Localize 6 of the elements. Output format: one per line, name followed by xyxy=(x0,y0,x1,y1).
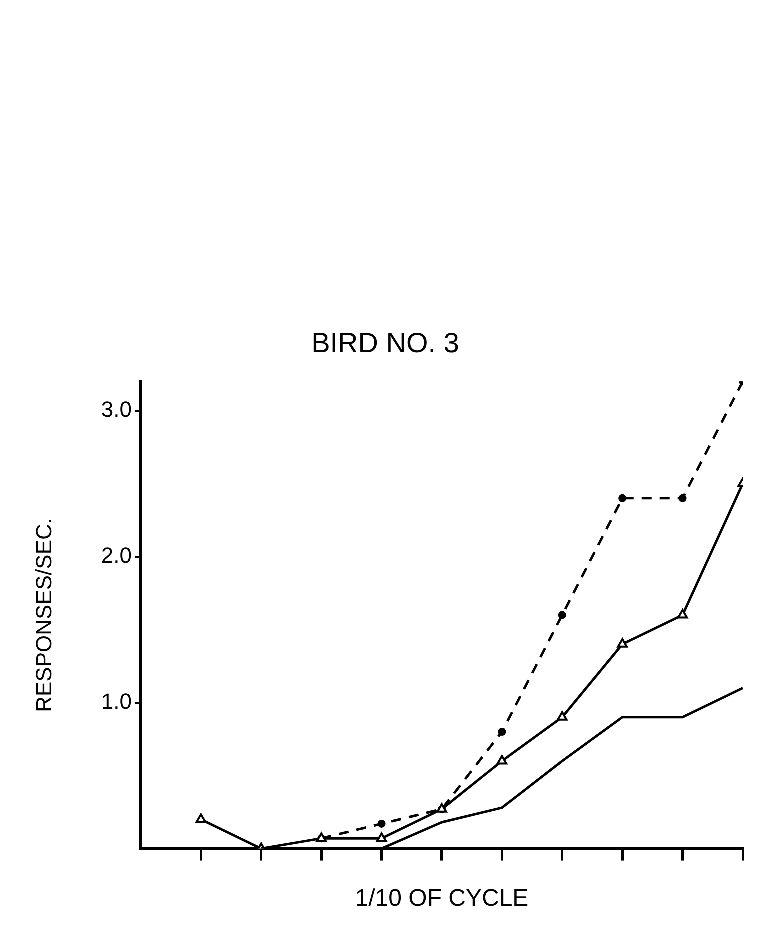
y-tick-label: 2.0 xyxy=(101,542,132,568)
y-tick-label: 3.0 xyxy=(101,396,132,422)
x-axis-title: 1/10 OF CYCLE xyxy=(355,885,529,912)
y-tick-label: 1.0 xyxy=(101,688,132,714)
chart-title: BIRD NO. 3 xyxy=(312,328,460,359)
y-axis-title: RESPONSES/SEC. xyxy=(31,518,56,712)
